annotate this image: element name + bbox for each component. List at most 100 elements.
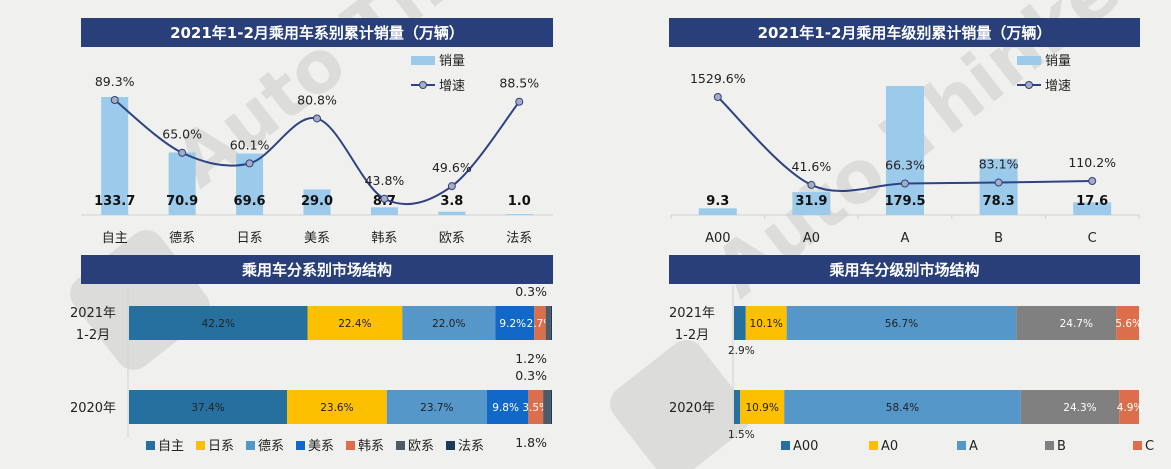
bar-韩系 (370, 207, 398, 215)
legend-label: 欧系 (408, 439, 434, 454)
legend-swatch (296, 441, 305, 450)
legend-marker (1025, 81, 1033, 89)
legend-swatch (1133, 441, 1142, 450)
segment-韩系 (534, 306, 546, 340)
growth-line (717, 96, 1093, 192)
legend-label: 韩系 (358, 439, 384, 454)
segment-日系 (287, 390, 387, 424)
segment-value-label: 23.7% (420, 402, 453, 414)
growth-value-label: 88.5% (499, 76, 539, 91)
growth-marker (1088, 176, 1097, 185)
growth-marker (447, 182, 456, 191)
growth-marker (110, 96, 119, 104)
segment-value-label: 9.2% (499, 318, 526, 330)
segment-value-label: 0.3% (515, 285, 547, 299)
legend-swatch (781, 441, 790, 450)
growth-marker (901, 179, 909, 188)
growth-value-label: 83.1% (979, 157, 1019, 172)
growth-value-label: 66.3% (885, 157, 925, 172)
bar-A0 (792, 192, 831, 215)
bar-自主 (101, 97, 129, 215)
legend-bar-swatch (1017, 56, 1041, 65)
legend-swatch (346, 441, 355, 450)
category-label: 美系 (304, 231, 330, 246)
bar-value-label: 29.0 (301, 194, 333, 209)
bar-value-label: 70.9 (166, 194, 198, 209)
bar-value-label: 3.8 (440, 194, 463, 209)
category-label: A00 (705, 231, 730, 246)
segment-B (1020, 390, 1120, 424)
segment-value-label: 42.2% (202, 318, 235, 330)
segment-美系 (495, 306, 535, 340)
legend-label: A00 (793, 439, 818, 454)
bar-value-label: 78.3 (983, 194, 1015, 209)
category-label: A (901, 231, 910, 246)
growth-marker (245, 159, 254, 168)
bar-欧系 (438, 211, 466, 215)
row-label: 2020年 (669, 401, 715, 416)
segment-value-label: 1.8% (515, 435, 547, 450)
segment-A (786, 306, 1017, 340)
legend-label: 美系 (308, 439, 334, 454)
chart-title-series-structure: 乘用车分系别市场结构 (81, 255, 553, 284)
legend-swatch (869, 441, 878, 450)
legend-label: 增速 (439, 79, 465, 94)
category-label: C (1088, 231, 1097, 246)
segment-德系 (386, 390, 487, 424)
legend-swatch (957, 441, 966, 450)
segment-A0 (740, 390, 785, 424)
legend-label: 增速 (1045, 79, 1071, 94)
legend-bar-swatch (411, 56, 435, 65)
segment-value-label: 58.4% (886, 402, 919, 414)
segment-value-label: 37.4% (191, 402, 224, 414)
category-label: 韩系 (371, 231, 397, 246)
category-label: B (994, 231, 1003, 246)
bar-value-label: 9.3 (706, 194, 729, 209)
segment-value-label: 56.7% (885, 318, 918, 330)
row-label: 1-2月 (76, 328, 110, 343)
growth-value-label: 89.3% (95, 74, 135, 89)
row-label: 1-2月 (675, 328, 709, 343)
legend-label: A0 (881, 439, 898, 454)
segment-value-label: 22.4% (338, 318, 371, 330)
segment-value-label: 5.6% (1115, 318, 1142, 330)
bar-B (979, 158, 1018, 215)
bar-value-label: 17.6 (1076, 194, 1108, 209)
growth-value-label: 1529.6% (690, 71, 746, 86)
legend-swatch (246, 441, 255, 450)
segment-value-label: 22.0% (432, 318, 465, 330)
segment-value-label: 23.6% (320, 402, 353, 414)
segment-value-label: 1.5% (728, 429, 755, 441)
legend-label: B (1057, 439, 1066, 454)
growth-value-label: 65.0% (162, 127, 202, 142)
growth-marker (994, 178, 1003, 187)
segment-欧系 (543, 390, 551, 424)
legend-label: 自主 (158, 439, 184, 454)
bar-德系 (168, 152, 196, 215)
legend-swatch (1045, 441, 1054, 450)
segment-A00 (734, 390, 741, 424)
segment-value-label: 24.7% (1060, 318, 1093, 330)
growth-value-label: 110.2% (1068, 155, 1116, 170)
segment-美系 (486, 390, 529, 424)
legend-label: 日系 (208, 439, 234, 454)
growth-marker (313, 114, 321, 123)
row-label: 2020年 (70, 401, 116, 416)
row-label: 2021年 (669, 306, 715, 321)
segment-A00 (734, 306, 746, 340)
legend-label: C (1145, 439, 1154, 454)
segment-value-label: 4.9% (1117, 402, 1144, 414)
segment-value-label: 10.9% (745, 402, 778, 414)
legend-label: 德系 (258, 439, 284, 454)
segment-A (784, 390, 1021, 424)
legend-marker (419, 81, 427, 89)
bar-value-label: 69.6 (234, 194, 266, 209)
segment-value-label: 2.9% (728, 345, 755, 357)
class-sales-chart: 9.3 A00 31.9 A0 179.5 A 78.3 B 17.6 C 1529.6% 41.6%… (670, 54, 1140, 246)
row-label: 2021年 (70, 306, 116, 321)
segment-自主 (129, 306, 308, 340)
bar-美系 (303, 189, 331, 215)
segment-C (1119, 390, 1139, 424)
growth-value-label: 41.6% (792, 159, 832, 174)
